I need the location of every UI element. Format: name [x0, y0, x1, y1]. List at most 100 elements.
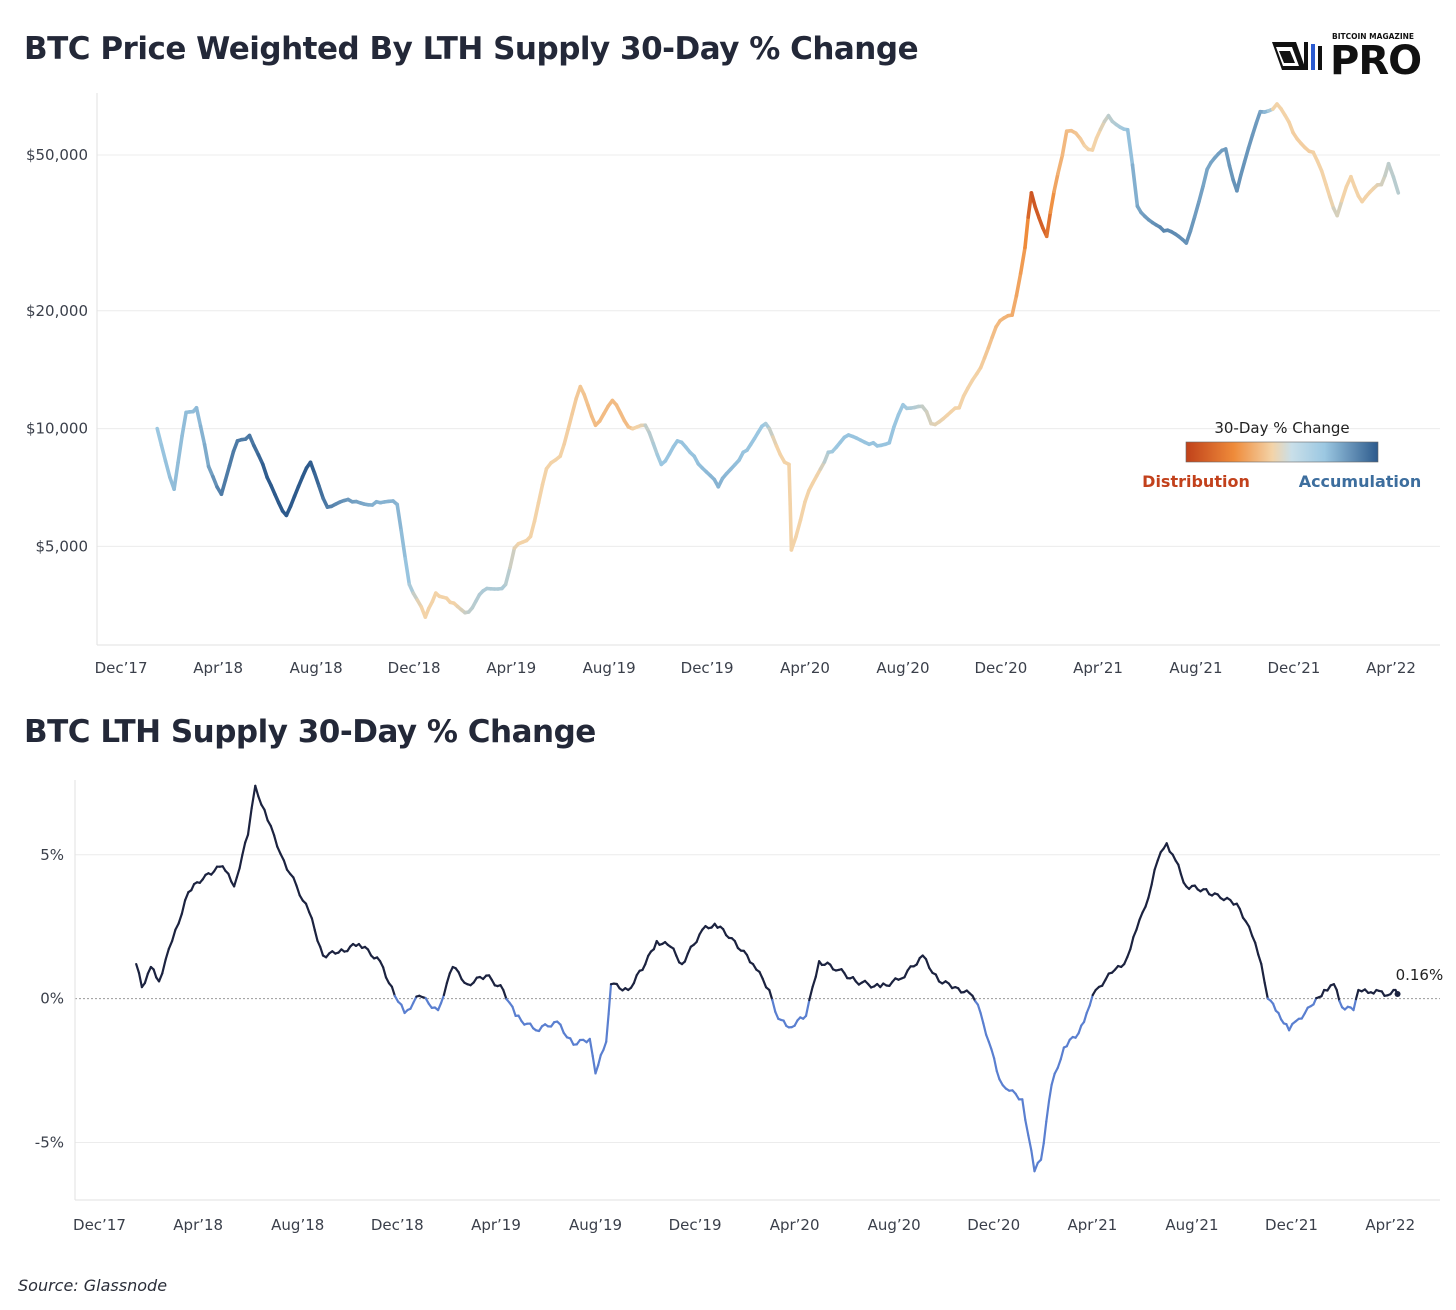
lth-line-segment [1277, 1011, 1283, 1021]
lth-line-segment [1147, 883, 1153, 899]
price-line-segment [508, 546, 517, 570]
lth-line-segment [1042, 1120, 1048, 1145]
price-y-tick-label: $10,000 [26, 420, 88, 438]
lth-line-segment [1320, 988, 1326, 998]
lth-line-segment [295, 884, 301, 897]
lth-line-segment [605, 1013, 610, 1043]
lth-line-segment [174, 922, 180, 931]
lth-line-segment [1104, 972, 1110, 981]
lth-line-segment [143, 972, 149, 985]
price-line-segment [1335, 199, 1344, 218]
lth-line-segment [1050, 1072, 1056, 1086]
price-line-segment [562, 427, 571, 446]
lth-line-segment [984, 1033, 990, 1043]
price-line-segment [227, 449, 236, 468]
lth-line-segment [1123, 956, 1129, 966]
price-line-segment [1223, 147, 1232, 168]
lth-line-segment [1024, 1118, 1030, 1137]
lth-line-segment [924, 958, 931, 969]
lth-chart-axes [74, 780, 1440, 1201]
price-line-segment [1130, 163, 1140, 208]
price-line-segment [155, 426, 164, 447]
lth-line-segment [814, 960, 821, 978]
lth-line-segment [409, 1001, 415, 1010]
lth-line-segment [157, 972, 164, 983]
lth-line-segment [934, 973, 941, 983]
lth-line-segment [161, 958, 167, 975]
price-line-segment [211, 474, 219, 489]
price-line-segment [403, 556, 412, 587]
price-line-segment [586, 403, 594, 419]
lth-x-ticks: Dec’17 Apr’18 Aug’18 Dec’18 Apr’19 Aug’19 Dec’… [73, 1216, 1415, 1234]
lth-line-segment [811, 975, 817, 988]
price-line-segment [540, 466, 549, 487]
price-line-segment [1125, 127, 1135, 167]
lth-line-segment [745, 953, 752, 964]
price-line-segment [159, 443, 168, 464]
price-line-segment [1391, 175, 1401, 195]
price-line-segment [982, 345, 991, 360]
lth-x-tick-label: Apr’18 [173, 1216, 223, 1234]
lth-x-tick-label: Apr’19 [471, 1216, 521, 1234]
price-x-tick-label: Dec’20 [974, 659, 1027, 677]
lth-x-tick-label: Apr’21 [1068, 1216, 1118, 1234]
price-x-tick-label: Dec’21 [1267, 659, 1320, 677]
lth-line-segment [190, 882, 196, 892]
price-line-segment [176, 433, 184, 465]
color-legend: 30-Day % Change Distribution Accumulatio… [1142, 419, 1421, 491]
lth-x-tick-label: Aug’19 [569, 1216, 622, 1234]
lth-line-segment [768, 988, 774, 1002]
lth-line-segment [695, 933, 701, 944]
price-chart-title: BTC Price Weighted By LTH Supply 30-Day … [24, 31, 919, 67]
lth-line-segment [1338, 999, 1344, 1009]
lth-line-segment [137, 971, 143, 989]
price-line-segment [1010, 294, 1019, 317]
lth-line-segment [1077, 1024, 1083, 1035]
lth-line-segment [241, 841, 247, 856]
price-line-segment [789, 534, 798, 552]
lth-line-segment [180, 899, 187, 915]
price-line-segment [503, 565, 512, 587]
lth-line-segment [1354, 988, 1360, 1001]
lth-y-tick-label: -5% [35, 1133, 64, 1151]
lth-line-segment [1287, 1022, 1294, 1032]
lth-line-segment [152, 968, 158, 979]
price-line-segment [566, 411, 575, 431]
lth-line-segment [292, 876, 298, 887]
lth-line-segment [164, 947, 170, 961]
price-line-segment [582, 392, 590, 408]
price-x-tick-label: Aug’21 [1169, 659, 1222, 677]
price-x-tick-label: Aug’20 [876, 659, 929, 677]
price-line-segment [1018, 245, 1027, 275]
lth-line-segment [992, 1057, 998, 1073]
price-line-segment [247, 433, 256, 448]
lth-line-segment [686, 945, 692, 955]
logo-top-text: BITCOIN MAGAZINE [1332, 32, 1414, 41]
lth-y-tick-label: 5% [40, 846, 64, 864]
lth-line-segment [607, 983, 613, 1016]
lth-line-segment [511, 1005, 517, 1017]
price-line-segment [317, 484, 326, 501]
lth-last-value-label: 0.16% [1396, 966, 1444, 984]
lth-line-segment [227, 872, 233, 883]
price-line-segment [1324, 182, 1332, 199]
lth-x-tick-label: Dec’20 [967, 1216, 1020, 1234]
price-line-segment [1033, 205, 1041, 220]
price-line-segment [1192, 200, 1201, 219]
lth-line-segment [1138, 911, 1144, 921]
lth-line-segment [457, 971, 463, 981]
lth-last-point [1394, 991, 1401, 998]
lth-line-segment [903, 969, 909, 979]
price-x-tick-label: Dec’17 [95, 659, 148, 677]
lth-line-segment [167, 940, 174, 950]
lth-y-ticks: -5% 0% 5% [35, 846, 64, 1152]
lth-line-segment [990, 1048, 996, 1060]
price-line-segment [570, 396, 579, 416]
lth-line-segment [1141, 905, 1147, 914]
lth-line-segment [502, 988, 508, 1001]
lth-line-segment [1250, 934, 1257, 944]
lth-line-segment [1254, 941, 1260, 956]
price-line-segment [1052, 171, 1060, 194]
price-line-segment [957, 394, 966, 410]
lth-line-segment [1165, 842, 1171, 853]
